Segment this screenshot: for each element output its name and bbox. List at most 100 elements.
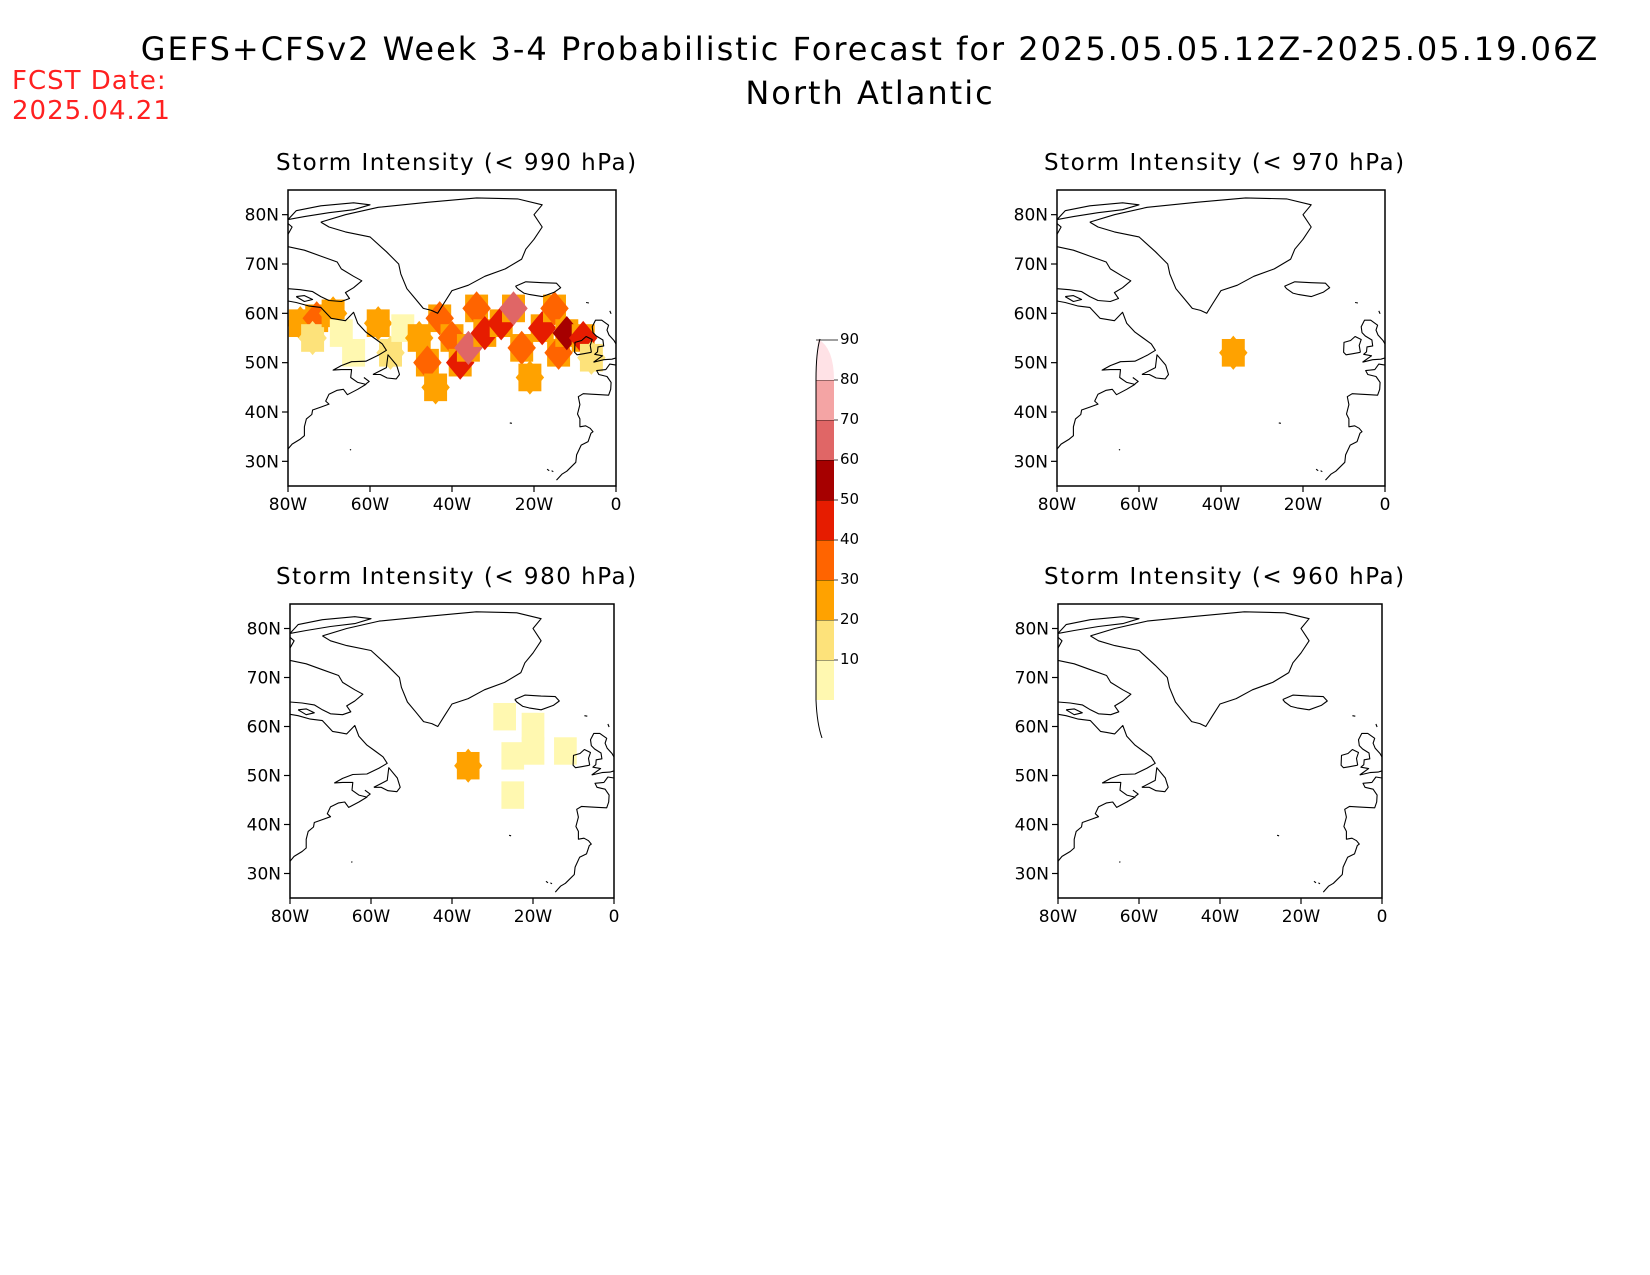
probability-peak: [470, 315, 500, 351]
coastline: [1132, 377, 1139, 385]
coastline: [297, 708, 315, 716]
lat-label: 70N: [1014, 255, 1048, 275]
lon-label: 20W: [1282, 907, 1321, 927]
lon-label: 80W: [1039, 907, 1078, 927]
panel-title-960: Storm Intensity (< 960 hPa): [1044, 564, 1406, 590]
color-bar-segment: [816, 420, 834, 460]
coastline: [1132, 789, 1139, 798]
lat-label: 60N: [245, 304, 279, 324]
coastline: [290, 713, 388, 863]
panel-title-980: Storm Intensity (< 980 hPa): [276, 564, 638, 590]
coastline: [545, 880, 549, 884]
lat-label: 60N: [1015, 718, 1049, 738]
coastline: [1057, 246, 1132, 303]
lon-label: 20W: [1284, 495, 1323, 515]
map-frame: [1056, 189, 1386, 487]
coastline: [1282, 694, 1328, 711]
lat-label: 40N: [1014, 403, 1048, 423]
coastline: [1090, 611, 1310, 728]
coastline: [572, 748, 592, 769]
lat-label: 80N: [1014, 206, 1048, 226]
coastline: [290, 616, 372, 634]
coastline: [1343, 335, 1362, 356]
color-bar-label: 90: [840, 330, 859, 348]
probability-shading-p980: [454, 702, 577, 809]
lat-label: 30N: [245, 452, 279, 472]
coastline: [1058, 616, 1140, 634]
main-title: GEFS+CFSv2 Week 3-4 Probabilistic Foreca…: [140, 30, 1600, 68]
map-panel-p980: 80N 70N 60N 50N 40N 30N 80W 60W 40W 20W 0: [247, 603, 619, 927]
probability-cell: [521, 737, 545, 765]
color-bar-segment: [816, 540, 834, 580]
lon-label: 0: [1380, 495, 1391, 515]
coastline: [609, 310, 612, 315]
coastline: [320, 197, 543, 314]
coastline: [1322, 776, 1382, 893]
coastline: [1375, 723, 1378, 728]
coastline: [1355, 301, 1358, 304]
probability-peak: [363, 306, 393, 341]
color-bar-segment: [816, 500, 834, 540]
coastline: [372, 354, 401, 380]
lon-label: 40W: [433, 907, 472, 927]
lat-label: 80N: [247, 620, 281, 640]
lat-label: 50N: [1014, 354, 1048, 374]
lat-label: 40N: [247, 816, 281, 836]
probability-cell: [493, 702, 516, 731]
probability-shading-p990: [288, 291, 606, 405]
coastline: [373, 767, 401, 793]
probability-peak: [577, 340, 606, 375]
lon-label: 40W: [433, 495, 472, 515]
lon-label: 80W: [269, 495, 308, 515]
coastline: [515, 281, 562, 298]
lat-label: 30N: [247, 865, 281, 885]
coastline: [551, 470, 554, 473]
coastline: [288, 202, 371, 221]
lat-label: 50N: [247, 767, 281, 787]
color-bar-label: 30: [840, 570, 859, 588]
color-bar-label: 80: [840, 370, 859, 388]
probability-peak: [462, 291, 491, 326]
panel-title-990: Storm Intensity (< 990 hPa): [276, 150, 638, 176]
coastline: [1089, 197, 1312, 314]
coastline: [1320, 470, 1323, 473]
lon-label: 0: [611, 495, 622, 515]
coastlines-p990: [288, 197, 616, 481]
coastline: [288, 223, 293, 235]
lon-label: 60W: [1120, 907, 1159, 927]
probability-peak: [421, 370, 450, 405]
probability-peak: [1219, 335, 1248, 370]
forecast-date-label: FCST Date:: [12, 66, 167, 96]
lat-label: 70N: [1015, 669, 1049, 689]
probability-peak: [288, 306, 315, 341]
coastline: [295, 295, 314, 303]
coastline: [364, 789, 371, 798]
coastline: [1340, 748, 1360, 769]
lon-label: 60W: [1120, 495, 1159, 515]
lat-label: 80N: [245, 206, 279, 226]
color-bar-segment: [816, 660, 834, 700]
coastline: [1141, 354, 1170, 380]
probability-peak: [413, 345, 442, 380]
coastline: [1313, 880, 1317, 884]
lon-label: 40W: [1201, 907, 1240, 927]
probability-peak: [437, 320, 467, 356]
coastline: [322, 611, 542, 728]
map-panel-p990: 80N 70N 60N 50N 40N 30N 80W 60W 40W 20W 0: [245, 189, 622, 515]
color-bar-tail: [815, 699, 823, 739]
probability-cell: [521, 712, 545, 741]
coastline: [591, 319, 616, 363]
lon-label: 20W: [515, 495, 554, 515]
map-frame: [1057, 603, 1383, 899]
coastline: [290, 636, 295, 649]
lat-label: 60N: [247, 718, 281, 738]
coastline: [1057, 202, 1140, 221]
lon-label: 60W: [351, 495, 390, 515]
coastlines-p980: [290, 611, 614, 893]
coastline: [1352, 715, 1356, 717]
coastline: [546, 468, 550, 472]
coastline: [1284, 281, 1331, 298]
coastline: [556, 363, 616, 481]
color-bar: 10 20 30 40 50 60 70 80 90: [815, 330, 859, 739]
coastline: [554, 776, 614, 893]
